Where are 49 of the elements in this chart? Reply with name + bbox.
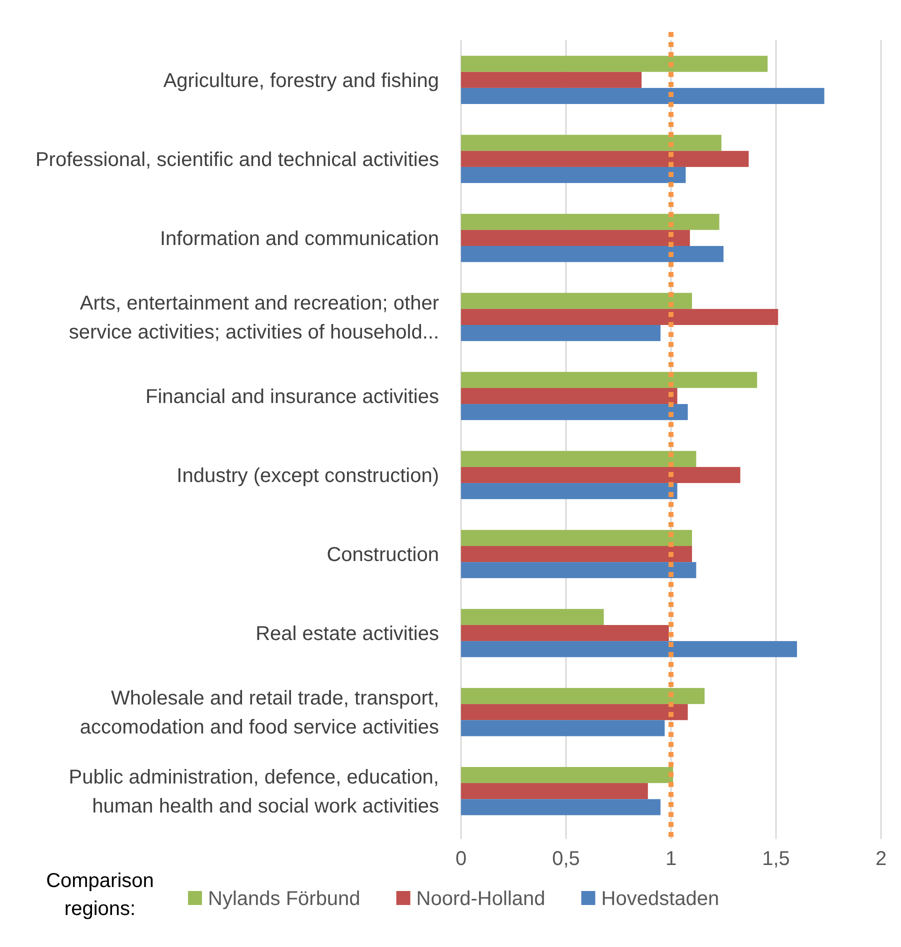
x-tick-label: 1,5 [762, 848, 790, 870]
x-tick-label: 1 [665, 848, 677, 870]
bar [461, 783, 648, 800]
bar [461, 546, 692, 562]
bar [461, 150, 749, 167]
bar [461, 720, 665, 736]
y-tick-label: Construction [326, 544, 439, 566]
bar [461, 88, 824, 104]
y-tick-label: Industry (except construction) [176, 465, 439, 488]
bar [461, 466, 740, 484]
legend-label: Nylands Förbund [208, 888, 360, 910]
bar [461, 404, 688, 420]
y-tick-label: Information and communication [160, 228, 439, 250]
bar [461, 562, 696, 578]
bar [461, 799, 660, 816]
y-tick-label: Agriculture, forestry and fishing [163, 70, 439, 92]
bar [461, 56, 768, 72]
y-tick-label: Public administration, defence, education, human health and social work activities [68, 766, 439, 818]
bar [461, 246, 724, 262]
bar [461, 608, 604, 626]
y-tick-label: Wholesale and retail trade, transport, accomodation and food service activities [80, 688, 439, 739]
y-tick-label: Professional, scientific and technical activities [35, 148, 439, 171]
bar [461, 388, 678, 404]
bar [461, 230, 690, 246]
bar [461, 134, 722, 151]
bar [461, 72, 642, 88]
bar [461, 450, 696, 467]
bar [461, 766, 674, 784]
bar [461, 530, 692, 546]
bar [461, 308, 778, 326]
x-tick-label: 2 [875, 848, 887, 870]
bar [461, 325, 660, 342]
bar [461, 166, 686, 184]
y-tick-label: Financial and insurance activities [146, 386, 439, 408]
bar [461, 641, 797, 658]
bar [461, 625, 669, 642]
bar [461, 292, 692, 309]
bar [461, 214, 720, 230]
bar [461, 372, 758, 388]
bar [461, 688, 705, 704]
bar [461, 704, 688, 720]
legend-label: Hovedstaden [601, 888, 720, 910]
x-tick-label: 0 [455, 848, 467, 870]
y-tick-label: Arts, entertainment and recreation; other service activities; activities of household... [68, 292, 440, 344]
legend-title: Comparison regions: [46, 870, 154, 920]
legend-label: Noord-Holland [416, 888, 546, 910]
bar [461, 483, 678, 500]
y-tick-label: Real estate activities [256, 623, 439, 646]
x-tick-label: 0,5 [552, 848, 580, 870]
